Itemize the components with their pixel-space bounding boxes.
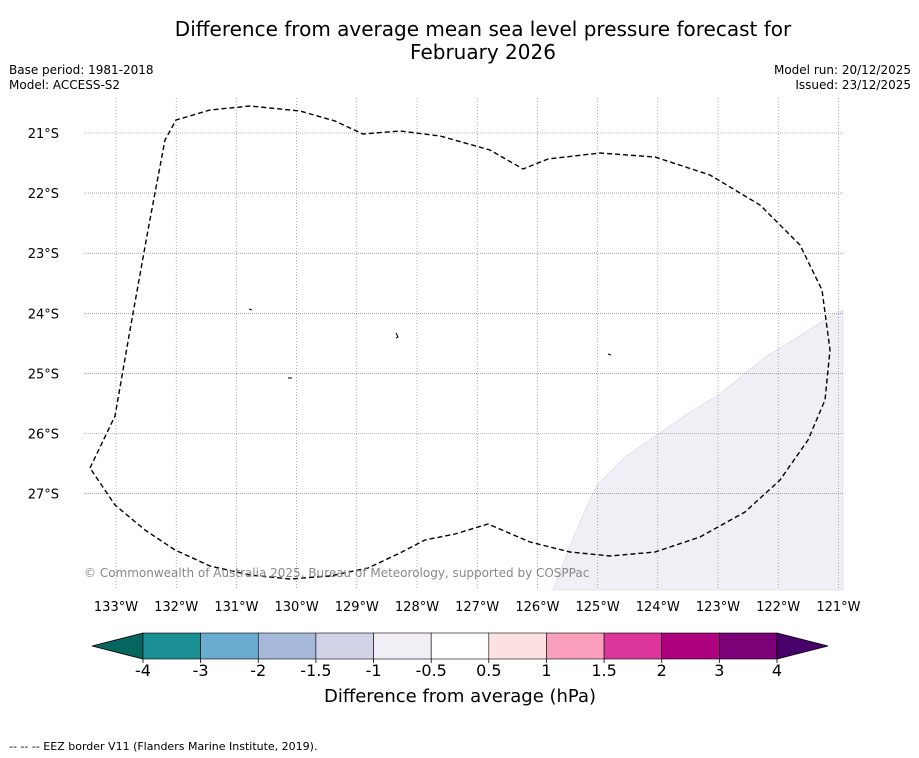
latitude-label: 21°S [28, 127, 59, 142]
base-period: Base period: 1981-2018 [9, 63, 154, 77]
latitude-labels: 21°S 22°S 23°S 24°S 25°S 26°S 27°S [28, 127, 59, 503]
colorbar-tick-label: -0.5 [416, 661, 447, 680]
island-mark [395, 332, 399, 339]
longitude-label: 127°W [455, 600, 499, 615]
longitude-label: 130°W [275, 600, 319, 615]
longitude-label: 129°W [335, 600, 379, 615]
title-line-2: February 2026 [410, 40, 556, 64]
island-mark [607, 353, 612, 356]
colorbar-segment [257, 632, 317, 660]
colorbar-segment [546, 632, 605, 660]
latitude-label: 23°S [28, 247, 59, 262]
longitude-label: 128°W [395, 600, 439, 615]
model-run: Model run: 20/12/2025 [773, 63, 911, 77]
colorbar-tick-label: -1.5 [300, 661, 331, 680]
title-line-1: Difference from average mean sea level p… [174, 17, 792, 41]
longitude-label: 126°W [515, 600, 559, 615]
colorbar: -4 -3 -2 -1.5 -1 -0.5 0.5 1 1.5 2 3 4 [91, 632, 829, 680]
colorbar-segment [315, 632, 374, 660]
colorbar-tick-label: 1 [541, 661, 551, 680]
colorbar-segment [200, 632, 259, 660]
longitude-label: 121°W [816, 600, 860, 615]
colorbar-tick-label: 1.5 [591, 661, 616, 680]
pressure-anomaly-region [552, 309, 844, 591]
colorbar-segment [373, 632, 432, 660]
colorbar-tick-label: -4 [135, 661, 151, 680]
eez-legend-note: -- -- -- EEZ border V11 (Flanders Marine… [9, 740, 318, 753]
colorbar-segment [488, 632, 547, 660]
map-title: Difference from average mean sea level p… [0, 18, 919, 64]
colorbar-tick-label: 0.5 [476, 661, 501, 680]
longitude-label: 124°W [636, 600, 680, 615]
longitude-label: 123°W [696, 600, 740, 615]
longitude-labels: 133°W 132°W 131°W 130°W 129°W 128°W 127°W 126°W… [94, 600, 861, 615]
colorbar-segment [719, 632, 778, 660]
latitude-label: 27°S [28, 488, 59, 503]
colorbar-extend-high [776, 632, 829, 660]
colorbar-tick-label: 3 [714, 661, 724, 680]
colorbar-label: Difference from average (hPa) [324, 686, 596, 707]
colorbar-segment [430, 632, 490, 660]
meta-right: Model run: 20/12/2025 Issued: 23/12/2025 [774, 63, 911, 93]
colorbar-segment [142, 632, 201, 660]
latitude-label: 24°S [28, 307, 59, 322]
latitude-label: 25°S [28, 367, 59, 382]
issued-date: Issued: 23/12/2025 [795, 78, 911, 92]
colorbar-tick-label: 2 [657, 661, 667, 680]
colorbar-segment [661, 632, 720, 660]
longitude-label: 131°W [214, 600, 258, 615]
colorbar-tick-label: -2 [250, 661, 266, 680]
meta-left: Base period: 1981-2018 Model: ACCESS-S2 [9, 63, 154, 93]
graticule [84, 98, 843, 590]
colorbar-extend-low [91, 632, 144, 660]
colorbar-tick-label: -1 [366, 661, 382, 680]
colorbar-tick-label: -3 [193, 661, 209, 680]
latitude-label: 22°S [28, 187, 59, 202]
latitude-label: 26°S [28, 428, 59, 443]
island-mark [248, 308, 253, 311]
colorbar-segment [603, 632, 663, 660]
longitude-label: 132°W [154, 600, 198, 615]
longitude-label: 122°W [756, 600, 800, 615]
copyright-notice: © Commonwealth of Australia 2025, Bureau… [84, 566, 589, 580]
colorbar-tick-label: 4 [772, 661, 782, 680]
longitude-label: 133°W [94, 600, 138, 615]
model-name: Model: ACCESS-S2 [9, 78, 121, 92]
longitude-label: 125°W [576, 600, 620, 615]
eez-border [89, 105, 831, 580]
